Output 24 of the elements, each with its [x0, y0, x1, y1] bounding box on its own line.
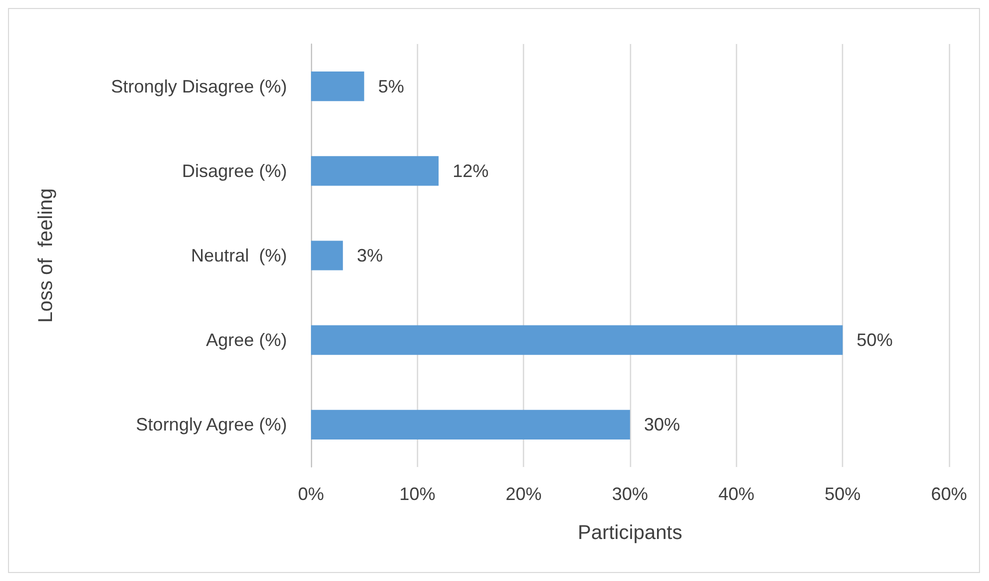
y-tick-label: Neutral (%)	[190, 246, 287, 266]
x-tick-label: 40%	[718, 484, 754, 504]
bar	[311, 240, 343, 270]
data-label: 30%	[644, 414, 680, 435]
y-tick-label: Disagree (%)	[182, 160, 287, 181]
x-tick-label: 0%	[298, 484, 324, 504]
data-label: 50%	[856, 330, 893, 350]
bar	[311, 71, 364, 102]
bar	[311, 325, 843, 355]
x-tick-label: 10%	[399, 484, 436, 504]
y-tick-label: Strongly Disagree (%)	[110, 76, 287, 96]
data-label: 5%	[378, 76, 404, 96]
data-label: 3%	[356, 246, 383, 266]
bar	[311, 156, 439, 186]
y-tick-label: Storngly Agree (%)	[136, 414, 287, 435]
x-tick-label: 20%	[506, 484, 542, 504]
y-tick-label: Agree (%)	[206, 330, 287, 350]
x-axis-title: Participants	[578, 522, 682, 544]
x-tick-label: 30%	[612, 484, 648, 504]
x-tick-label: 50%	[824, 484, 861, 504]
x-tick-label: 60%	[930, 484, 968, 504]
bar	[311, 410, 630, 440]
y-axis-title: Loss of feeling	[35, 188, 57, 323]
data-label: 12%	[452, 160, 489, 181]
